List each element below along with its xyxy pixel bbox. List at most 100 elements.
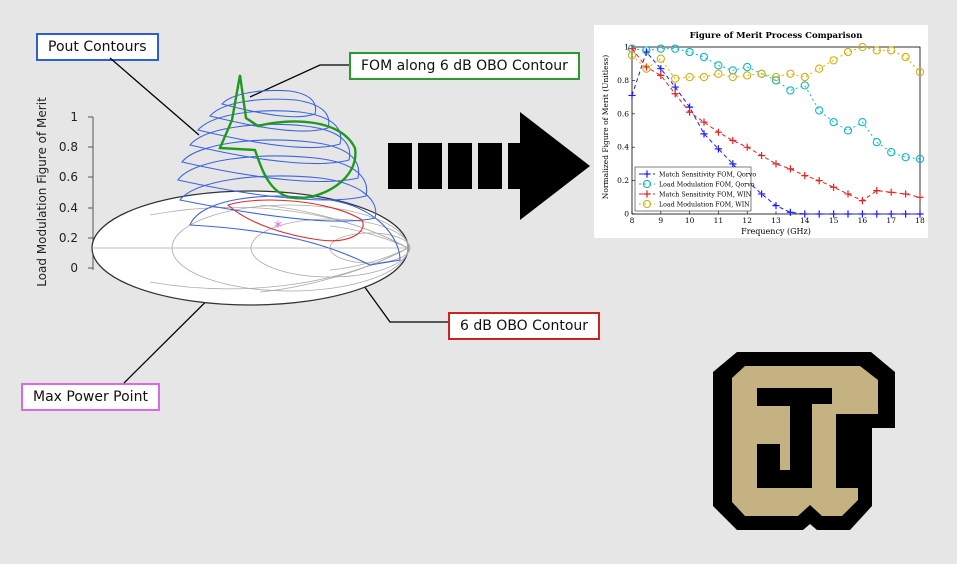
chart-data-point [656, 44, 665, 53]
chart-x-tick-label: 18 [915, 216, 925, 225]
chart-data-point [786, 86, 795, 95]
chart-data-point [916, 210, 924, 218]
chart-data-point [830, 210, 838, 218]
chart-data-point [700, 130, 708, 138]
chart-y-tick-label: 0.2 [617, 176, 629, 185]
chart-data-point [786, 69, 795, 78]
chart-data-point [873, 210, 881, 218]
chart-legend-label: Match Sensitivity FOM, WIN [659, 192, 752, 199]
chart-y-axis-label: Normalized Figure of Merit (Unitless) [601, 55, 610, 199]
chart-y-tick-label: 0.8 [617, 76, 629, 85]
chart-data-point [656, 54, 665, 63]
chart-x-tick-label: 11 [714, 216, 724, 225]
chart-data-point [743, 71, 752, 80]
z-axis-label: Load Modulation Figure of Merit [35, 97, 49, 287]
obo-contour-label: 6 dB OBO Contour [448, 312, 601, 340]
chart-x-axis-label: Frequency (GHz) [741, 227, 811, 236]
chart-data-point [887, 210, 895, 218]
chart-data-point [628, 91, 636, 100]
chart-series [628, 48, 924, 218]
chart-data-point [887, 46, 896, 55]
chart-series [628, 45, 924, 205]
z-tick-label: 0 [70, 261, 78, 275]
chart-legend-item: Load Modulation FOM, Qorvo [639, 179, 755, 189]
chart-data-point [642, 199, 652, 209]
chart-data-point [815, 106, 824, 115]
chart-data-point [657, 65, 665, 73]
chart-data-point [771, 72, 781, 82]
chart-data-point [872, 46, 881, 55]
chart-data-point [858, 42, 867, 52]
obo-contour [226, 199, 364, 242]
chart-title: Figure of Merit Process Comparison [690, 31, 863, 41]
chart-data-point [714, 69, 723, 78]
chart-data-point [642, 46, 651, 55]
chart-data-point [815, 64, 824, 73]
cu-logo-icon [713, 352, 895, 530]
chart-data-point [887, 188, 895, 196]
chart-x-tick-label: 9 [658, 216, 663, 225]
chart-legend-label: Match Sensitivity FOM, Qorvo [659, 172, 756, 179]
chart-data-point [858, 210, 866, 218]
chart-data-point [758, 190, 766, 198]
chart-data-point [772, 160, 780, 168]
chart-data-point [872, 138, 881, 147]
chart-x-tick-label: 17 [886, 216, 896, 225]
fom-comparison-chart-svg: Figure of Merit Process Comparison Frequ… [601, 31, 925, 236]
chart-y-tick-label: 0.4 [617, 143, 629, 152]
chart-data-point [844, 210, 852, 218]
z-tick-label: 0.6 [59, 170, 78, 184]
chart-data-point [685, 72, 694, 82]
chart-data-point [699, 72, 709, 82]
z-tick-label: 0.2 [59, 231, 78, 245]
chart-data-point [915, 154, 925, 164]
chart-data-point [873, 187, 881, 195]
chart-data-point [714, 145, 722, 153]
max-power-marker: * [274, 217, 282, 236]
chart-data-point [657, 71, 665, 79]
max-power-point-label: Max Power Point [21, 383, 160, 411]
chart-x-tick-label: 10 [685, 216, 695, 225]
chart-data-point [686, 108, 694, 116]
chart-legend-item: Load Modulation FOM, WIN [639, 199, 750, 209]
chart-data-point [786, 208, 794, 216]
chart-data-point [700, 118, 708, 126]
chart-series-line [631, 48, 921, 202]
chart-y-tick-label: 0 [624, 210, 629, 219]
chart-y-tick-label: 0.6 [617, 109, 629, 118]
chart-data-point [801, 210, 809, 218]
chart-x-tick-label: 13 [771, 216, 781, 225]
chart-legend-label: Load Modulation FOM, WIN [659, 202, 750, 209]
chart-data-point [772, 202, 780, 210]
chart-series-line [631, 46, 921, 80]
chart-data-point [844, 190, 852, 198]
fom-contour-label: FOM along 6 dB OBO Contour [349, 52, 580, 80]
chart-data-point [642, 179, 652, 189]
chart-data-point [815, 210, 823, 218]
chart-y-tick-label: 1 [624, 43, 629, 52]
chart-data-point [671, 90, 679, 98]
chart-data-point [902, 210, 910, 218]
chart-data-point [815, 177, 823, 185]
chart-data-point [714, 128, 722, 136]
chart-x-tick-label: 15 [829, 216, 839, 225]
chart-x-tick-label: 16 [858, 216, 868, 225]
pout-contours-label: Pout Contours [36, 33, 159, 61]
chart-data-point [829, 56, 838, 65]
chart-data-point [729, 160, 737, 168]
chart-data-point [800, 72, 809, 82]
chart-data-point [643, 190, 651, 198]
chart-data-point [902, 190, 910, 198]
chart-data-point [643, 170, 651, 178]
chart-series [627, 42, 925, 83]
z-tick-label: 0.8 [59, 140, 78, 154]
chart-data-point [743, 143, 751, 151]
chart-series [627, 44, 925, 164]
chart-data-point [728, 72, 737, 82]
chart-data-point [830, 183, 838, 191]
chart-data-point [915, 67, 925, 77]
chart-data-point [671, 83, 679, 91]
chart-data-point [757, 69, 766, 78]
chart-data-point [843, 126, 853, 135]
